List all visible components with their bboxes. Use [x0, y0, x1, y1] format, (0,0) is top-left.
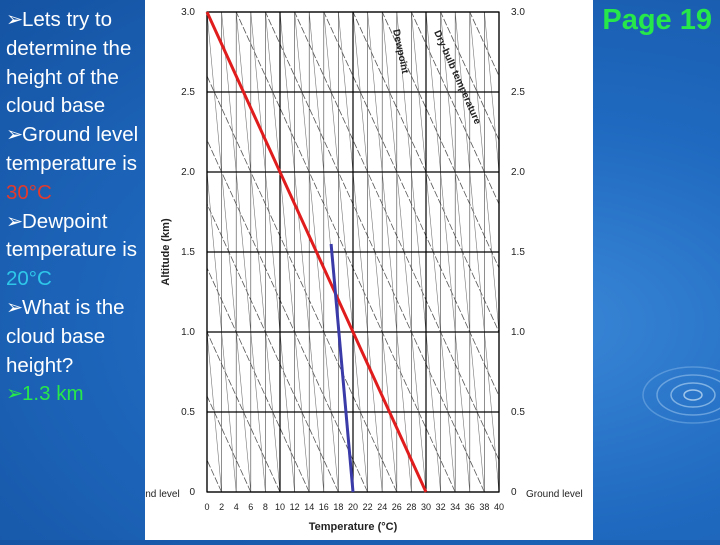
y-tick-label-right: 1.0	[511, 327, 525, 338]
drybulb-series-line	[205, 11, 428, 493]
x-tick-label: 4	[234, 502, 239, 512]
x-tick-label: 0	[204, 502, 209, 512]
x-tick-label: 22	[363, 502, 373, 512]
bullet-item: ➢Ground level temperature is 30°C	[6, 123, 139, 204]
altitude-temperature-chart: 0 2 4 6 8 10 12 14 16 18 20 22 24 26 28 30 32 34 36 38 4000.…	[123, 7, 583, 533]
y-tick-label-left: 3.0	[181, 7, 195, 18]
arrow-bullet-icon: ➢	[6, 382, 24, 406]
y-tick-label-right: 1.5	[511, 247, 525, 258]
arrow-bullet-icon: ➢	[6, 295, 24, 319]
ground-temperature-value: 30°C	[6, 180, 52, 204]
x-tick-label: 14	[304, 502, 314, 512]
bullet-item: ➢What is the cloud base height?	[6, 295, 125, 377]
x-tick-label: 10	[275, 502, 285, 512]
x-tick-label: 24	[377, 502, 387, 512]
ground-level-label-right: Ground level	[526, 489, 583, 500]
y-tick-label-right: 0	[511, 487, 517, 498]
x-tick-label: 30	[421, 502, 431, 512]
x-tick-label: 40	[494, 502, 504, 512]
x-tick-label: 32	[436, 502, 446, 512]
x-tick-label: 20	[348, 502, 358, 512]
bullet-item: ➢Dewpoint temperature is 20°C	[6, 209, 138, 291]
x-tick-label: 18	[333, 502, 343, 512]
ground-level-label-left: Ground level	[145, 489, 180, 500]
answer-item: ➢1.3 km	[6, 380, 142, 409]
y-tick-label-right: 2.5	[511, 87, 525, 98]
page-label: Page 19	[602, 4, 712, 36]
y-tick-label-left: 2.0	[181, 167, 195, 178]
x-tick-label: 16	[319, 502, 329, 512]
x-tick-label: 28	[406, 502, 416, 512]
x-tick-label: 12	[290, 502, 300, 512]
y-tick-label-left: 1.5	[181, 247, 195, 258]
arrow-bullet-icon: ➢	[6, 209, 24, 233]
x-tick-label: 34	[450, 502, 460, 512]
dewpoint-series-line	[329, 243, 355, 493]
water-ripple-icon	[642, 366, 720, 424]
bullet-list: ➢Lets try to determine the height of the…	[6, 6, 142, 409]
y-axis-label: Altitude (km)	[160, 218, 172, 286]
y-tick-label-left: 0	[189, 487, 195, 498]
dewpoint-temperature-value: 20°C	[6, 267, 52, 291]
arrow-bullet-icon: ➢	[6, 123, 24, 147]
x-axis-label: Temperature (°C)	[309, 521, 398, 533]
x-tick-label: 6	[248, 502, 253, 512]
bullet-item: ➢Lets try to determine the height of the…	[6, 8, 132, 118]
dewpoint-line-label: Dewpoint	[390, 28, 410, 75]
y-tick-label-left: 0.5	[181, 407, 195, 418]
x-tick-label: 36	[465, 502, 475, 512]
x-tick-label: 2	[219, 502, 224, 512]
y-tick-label-left: 2.5	[181, 87, 195, 98]
x-tick-label: 8	[263, 502, 268, 512]
x-tick-label: 38	[479, 502, 489, 512]
x-tick-label: 26	[392, 502, 402, 512]
y-tick-label-right: 3.0	[511, 7, 525, 18]
y-tick-label-right: 2.0	[511, 167, 525, 178]
arrow-bullet-icon: ➢	[6, 8, 24, 31]
y-tick-label-right: 0.5	[511, 407, 525, 418]
y-tick-label-left: 1.0	[181, 327, 195, 338]
chart-panel: 0 2 4 6 8 10 12 14 16 18 20 22 24 26 28 30 32 34 36 38 40 0 0.…	[123, 0, 593, 540]
